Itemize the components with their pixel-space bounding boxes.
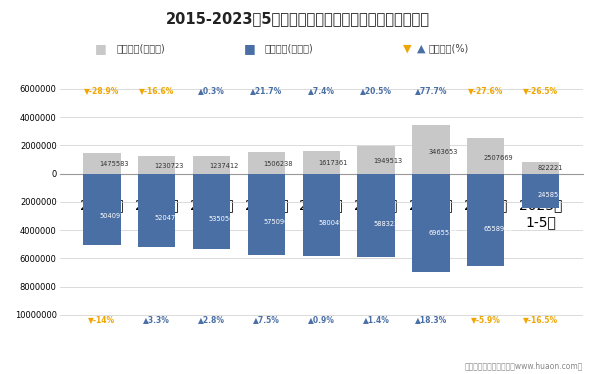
Text: ▲0.9%: ▲0.9% xyxy=(308,315,335,324)
Bar xyxy=(467,138,505,174)
Bar xyxy=(467,174,505,266)
Bar xyxy=(412,174,450,272)
Text: 同比增速(%): 同比增速(%) xyxy=(428,44,469,53)
Text: ▼-16.6%: ▼-16.6% xyxy=(139,86,174,95)
Text: 进口总额(万美元): 进口总额(万美元) xyxy=(265,44,314,53)
Bar xyxy=(83,153,121,174)
Text: 2507669: 2507669 xyxy=(483,155,513,161)
Bar xyxy=(358,174,395,257)
Text: 1475583: 1475583 xyxy=(99,161,129,167)
Bar xyxy=(193,156,230,174)
Text: ▼-28.9%: ▼-28.9% xyxy=(84,86,120,95)
Text: ▼-26.5%: ▼-26.5% xyxy=(523,86,558,95)
Bar xyxy=(358,146,395,174)
Bar xyxy=(303,151,340,174)
Bar xyxy=(83,174,121,245)
Text: ▲21.7%: ▲21.7% xyxy=(250,86,283,95)
Bar xyxy=(193,174,230,249)
Text: ▼-16.5%: ▼-16.5% xyxy=(523,315,558,324)
Bar xyxy=(248,174,285,255)
Text: ▼-5.9%: ▼-5.9% xyxy=(471,315,501,324)
Text: 5800492: 5800492 xyxy=(318,220,348,226)
Text: 5350566: 5350566 xyxy=(209,216,239,222)
Text: 5204742: 5204742 xyxy=(154,215,184,221)
Bar xyxy=(412,125,450,174)
Text: ▲20.5%: ▲20.5% xyxy=(360,86,392,95)
Text: ▲0.3%: ▲0.3% xyxy=(198,86,225,95)
Text: ▲7.4%: ▲7.4% xyxy=(308,86,335,95)
Text: 3463653: 3463653 xyxy=(428,149,458,155)
Text: ▲18.3%: ▲18.3% xyxy=(415,315,447,324)
Bar xyxy=(522,162,559,174)
Text: ■: ■ xyxy=(244,42,256,55)
Text: 1237412: 1237412 xyxy=(209,163,238,169)
Text: 5040979: 5040979 xyxy=(99,214,129,220)
Text: ▼-27.6%: ▼-27.6% xyxy=(468,86,503,95)
Text: 2015-2023年5月北京市外商投资企业进、出口额统计图: 2015-2023年5月北京市外商投资企业进、出口额统计图 xyxy=(165,11,430,26)
Text: 6558929: 6558929 xyxy=(483,226,512,232)
Text: ▲2.8%: ▲2.8% xyxy=(198,315,225,324)
Text: 2458550: 2458550 xyxy=(538,191,568,197)
Text: 出口总额(万美元): 出口总额(万美元) xyxy=(116,44,165,53)
Text: 1617361: 1617361 xyxy=(318,160,348,166)
Bar xyxy=(138,156,176,174)
Bar xyxy=(248,153,285,174)
Text: 5883222: 5883222 xyxy=(374,221,403,227)
Text: ▲1.4%: ▲1.4% xyxy=(363,315,390,324)
Text: ▼-14%: ▼-14% xyxy=(89,315,115,324)
Text: 6965530: 6965530 xyxy=(428,230,458,236)
Text: 1506238: 1506238 xyxy=(264,161,293,167)
Bar xyxy=(522,174,559,208)
Bar xyxy=(303,174,340,256)
Text: 822221: 822221 xyxy=(538,165,563,171)
Text: 5750966: 5750966 xyxy=(264,220,293,226)
Text: 1230723: 1230723 xyxy=(154,163,183,169)
Text: ▲77.7%: ▲77.7% xyxy=(415,86,447,95)
Bar xyxy=(138,174,176,247)
Text: ▲3.3%: ▲3.3% xyxy=(143,315,170,324)
Text: ▲7.5%: ▲7.5% xyxy=(253,315,280,324)
Text: 1949513: 1949513 xyxy=(374,158,403,164)
Text: ▼: ▼ xyxy=(403,44,412,53)
Text: ▲: ▲ xyxy=(416,44,425,53)
Text: ■: ■ xyxy=(95,42,107,55)
Text: 制图：华经产业研究院（www.huaon.com）: 制图：华经产业研究院（www.huaon.com） xyxy=(465,361,583,370)
